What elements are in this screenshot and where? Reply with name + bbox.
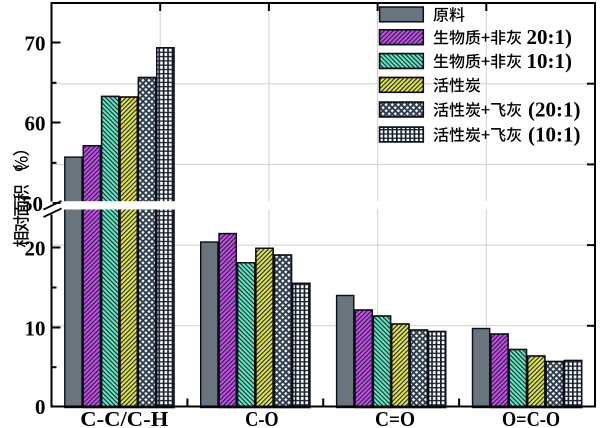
svg-text:60: 60 bbox=[25, 112, 46, 136]
svg-text:C-C/C-H: C-C/C-H bbox=[80, 407, 168, 428]
svg-text:10: 10 bbox=[25, 317, 46, 341]
svg-text:0: 0 bbox=[35, 395, 46, 419]
svg-text:O=C-O: O=C-O bbox=[502, 407, 560, 428]
svg-text:C=O: C=O bbox=[375, 407, 415, 428]
svg-text:70: 70 bbox=[25, 32, 46, 56]
svg-text:(20:1): (20:1) bbox=[528, 97, 580, 121]
svg-text:20: 20 bbox=[25, 237, 46, 261]
svg-text:20:1): 20:1) bbox=[527, 25, 573, 49]
svg-text:50: 50 bbox=[22, 192, 43, 216]
svg-text:(10:1): (10:1) bbox=[528, 122, 580, 146]
svg-text:10:1): 10:1) bbox=[527, 49, 573, 73]
svg-text:C-O: C-O bbox=[245, 407, 279, 428]
